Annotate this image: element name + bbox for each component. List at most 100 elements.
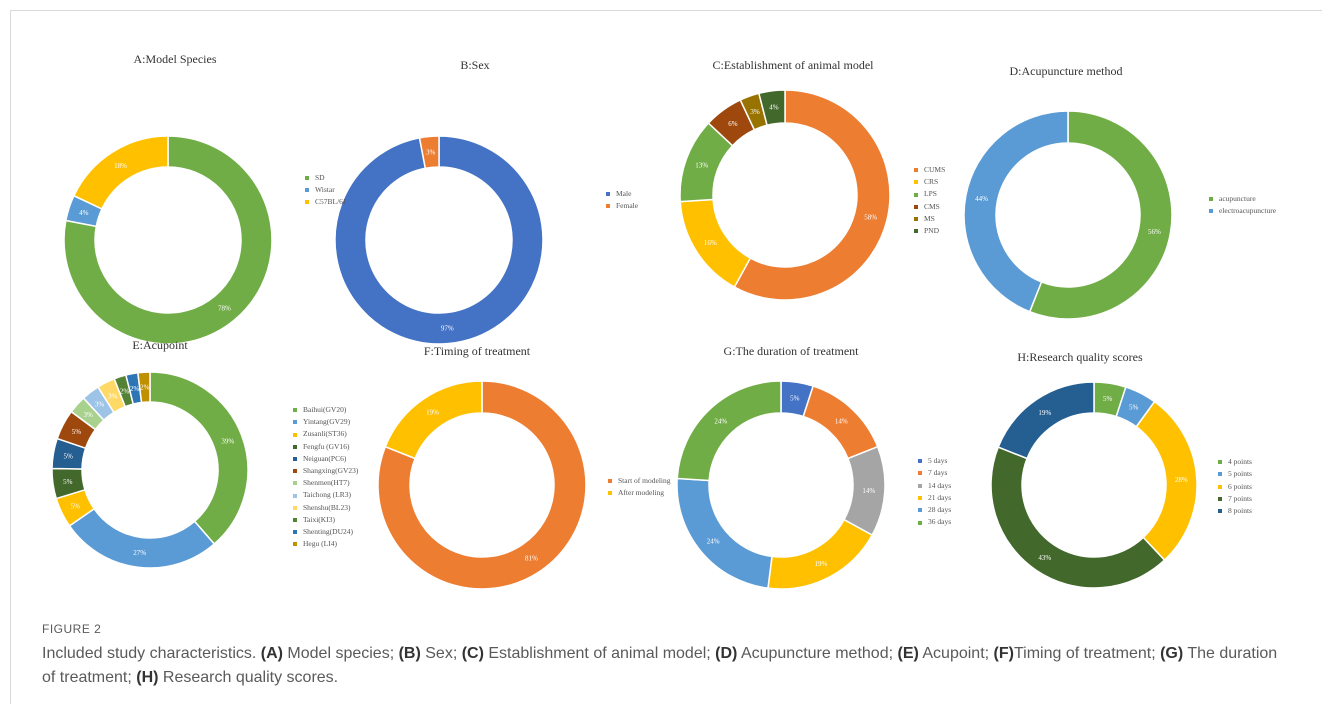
panel-g-legend-label: 7 days — [928, 468, 948, 478]
panel-c-data-label-4: 6% — [728, 120, 738, 128]
panel-h-legend-item: 7 points — [1218, 493, 1252, 505]
panel-h-data-label-4: 43% — [1038, 554, 1051, 562]
panel-a-legend-item: SD — [305, 172, 346, 184]
panel-d-slice-1 — [1028, 110, 1173, 320]
panel-c-data-label-2: 16% — [704, 239, 717, 247]
panel-a-legend-item: C57BL/6J — [305, 196, 346, 208]
panel-c-title: C:Establishment of animal model — [712, 58, 874, 72]
panel-e-legend-label: Shenshu(BL23) — [303, 502, 351, 512]
panel-e-legend-label: Shenting(DU24) — [303, 527, 353, 537]
caption-fragment: Research quality scores. — [158, 669, 339, 686]
panel-b-data-label-1: 97% — [441, 325, 454, 333]
panel-h-legend-item: 4 points — [1218, 456, 1252, 468]
panel-e-data-label-4: 5% — [63, 478, 73, 486]
legend-swatch-icon — [293, 517, 297, 522]
panel-b-legend-label: Male — [616, 189, 632, 198]
panel-h-legend: 4 points 5 points 6 points 7 points 8 points — [1218, 456, 1252, 517]
caption-fragment: Acupoint; — [918, 645, 994, 662]
caption-fragment: Timing of treatment; — [1013, 645, 1161, 662]
panel-g-data-label-3: 14% — [862, 487, 875, 495]
caption-panel-ref: (B) — [398, 645, 421, 662]
legend-swatch-icon — [293, 432, 297, 437]
panel-e-slice-2 — [68, 507, 216, 569]
panel-e-legend-item: Fengfu (GV16) — [293, 441, 358, 453]
panel-e-legend-item: Taichong (LR3) — [293, 489, 358, 501]
panel-a-title: A:Model Species — [133, 52, 217, 66]
legend-swatch-icon — [293, 408, 297, 413]
panel-e-data-label-10: 2% — [120, 387, 130, 395]
panel-e-data-label-1: 39% — [221, 437, 234, 445]
caption-fragment: Included study characteristics. — [42, 645, 261, 662]
panel-g-legend-label: 28 days — [928, 505, 952, 515]
panel-g-slice-5 — [676, 477, 773, 590]
panel-e-data-label-8: 3% — [95, 401, 105, 409]
panel-a-slice-3 — [72, 135, 169, 210]
legend-swatch-icon — [918, 483, 922, 488]
panel-g-legend-label: 21 days — [928, 492, 952, 502]
panel-g-slice-6 — [676, 380, 782, 482]
panel-c-legend: CUMS CRS LPS CMS MS PND — [914, 164, 945, 237]
legend-swatch-icon — [305, 188, 309, 192]
panel-g-legend: 5 days 7 days 14 days 21 days 28 days 36 days — [918, 455, 951, 529]
panel-f-slice-2 — [384, 380, 483, 460]
panel-c-legend-item: CUMS — [914, 164, 945, 176]
caption-panel-ref: (E) — [897, 645, 919, 662]
panel-g-donut: 5% 14% 14% 19% 24% 24% — [676, 380, 886, 590]
legend-swatch-icon — [1209, 209, 1213, 213]
legend-swatch-icon — [606, 204, 610, 208]
caption-fragment: The duration of treatment; — [42, 645, 1278, 686]
figure-caption: FIGURE 2 Included study characteristics.… — [42, 622, 1282, 690]
panel-e-legend-label: Taichong (LR3) — [303, 490, 352, 500]
panel-h-data-label-2: 5% — [1129, 404, 1139, 412]
panel-h-legend-label: 4 points — [1228, 457, 1252, 466]
panel-e-legend-label: Baihui(GV20) — [303, 405, 347, 414]
panel-e-data-label-9: 3% — [108, 392, 118, 400]
panel-g-data-label-2: 14% — [835, 417, 848, 425]
legend-swatch-icon — [914, 216, 918, 221]
panel-c-legend-item: LPS — [914, 188, 945, 200]
panel-c-legend-item: CMS — [914, 201, 945, 213]
legend-swatch-icon — [293, 444, 297, 449]
caption-panel-ref: (F) — [993, 645, 1014, 662]
panel-b-legend-item: Male — [606, 188, 638, 200]
legend-swatch-icon — [918, 471, 922, 476]
panel-g-data-label-1: 5% — [790, 395, 800, 403]
panel-e-slice-1 — [149, 371, 249, 546]
panel-e-legend-item: Shangxing(GV23) — [293, 465, 358, 477]
panel-c-data-label-3: 13% — [695, 162, 708, 170]
panel-h-donut: 5% 5% 28% 43% 19% — [990, 381, 1198, 589]
legend-swatch-icon — [293, 420, 297, 425]
panel-h-data-label-5: 19% — [1038, 409, 1051, 417]
panel-e-legend-item: Shenting(DU24) — [293, 526, 358, 538]
panel-h-legend-item: 6 points — [1218, 481, 1252, 493]
panel-g-legend-item: 36 days — [918, 516, 951, 528]
legend-swatch-icon — [1218, 460, 1222, 465]
panel-c-legend-item: MS — [914, 213, 945, 225]
legend-swatch-icon — [293, 542, 297, 547]
panel-c-slice-1 — [733, 89, 891, 301]
panel-c-legend-label: LPS — [924, 189, 937, 199]
legend-swatch-icon — [608, 491, 612, 495]
panel-e-legend-item: Taixi(KI3) — [293, 514, 358, 526]
panel-d-legend-item: acupuncture — [1209, 193, 1276, 205]
panel-e-legend-label: Zusanli(ST36) — [303, 429, 347, 439]
panel-f-legend-item: After modeling — [608, 487, 671, 499]
legend-swatch-icon — [305, 200, 309, 204]
panel-h-data-label-3: 28% — [1175, 476, 1188, 484]
panel-e-title: E:Acupoint — [132, 338, 188, 352]
panel-e-data-label-3: 5% — [71, 503, 81, 511]
panel-b-legend: Male Female — [606, 188, 638, 212]
panel-g-data-label-5: 24% — [707, 538, 720, 546]
panel-a-data-label-2: 4% — [79, 209, 89, 217]
panel-f-legend-label: Start of modeling — [618, 476, 671, 485]
legend-swatch-icon — [305, 176, 309, 180]
legend-swatch-icon — [293, 456, 297, 461]
panel-h-legend-label: 7 points — [1228, 493, 1252, 503]
panel-e-data-label-12: 2% — [140, 384, 150, 392]
panel-e-legend-item: Baihui(GV20) — [293, 404, 358, 416]
panel-c-legend-label: PND — [924, 226, 940, 236]
caption-fragment: Acupuncture method; — [737, 645, 898, 662]
panel-h-title: H:Research quality scores — [1017, 350, 1143, 364]
panel-e-legend-label: Neiguan(PC6) — [303, 453, 347, 463]
panel-d-title: D:Acupuncture method — [1009, 64, 1123, 78]
